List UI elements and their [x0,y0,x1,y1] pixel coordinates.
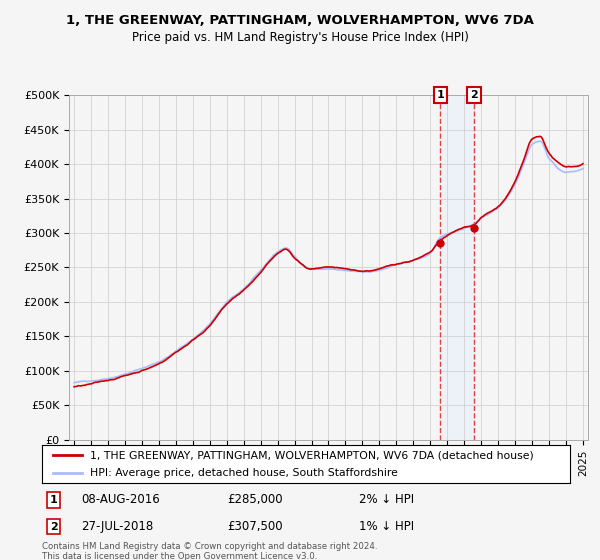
Text: Contains HM Land Registry data © Crown copyright and database right 2024.: Contains HM Land Registry data © Crown c… [42,542,377,551]
Text: Price paid vs. HM Land Registry's House Price Index (HPI): Price paid vs. HM Land Registry's House … [131,31,469,44]
Text: £285,000: £285,000 [227,493,283,506]
Text: 27-JUL-2018: 27-JUL-2018 [82,520,154,533]
Text: 1% ↓ HPI: 1% ↓ HPI [359,520,414,533]
Text: £307,500: £307,500 [227,520,283,533]
Text: 08-AUG-2016: 08-AUG-2016 [82,493,160,506]
Text: This data is licensed under the Open Government Licence v3.0.: This data is licensed under the Open Gov… [42,552,317,560]
Text: 2: 2 [50,521,58,531]
Text: HPI: Average price, detached house, South Staffordshire: HPI: Average price, detached house, Sout… [89,468,397,478]
Text: 1: 1 [50,495,58,505]
Text: 1: 1 [437,90,445,100]
Bar [440,95,474,440]
Text: 1, THE GREENWAY, PATTINGHAM, WOLVERHAMPTON, WV6 7DA (detached house): 1, THE GREENWAY, PATTINGHAM, WOLVERHAMPT… [89,450,533,460]
Text: 1, THE GREENWAY, PATTINGHAM, WOLVERHAMPTON, WV6 7DA: 1, THE GREENWAY, PATTINGHAM, WOLVERHAMPT… [66,14,534,27]
Text: 2% ↓ HPI: 2% ↓ HPI [359,493,414,506]
Text: 2: 2 [470,90,478,100]
